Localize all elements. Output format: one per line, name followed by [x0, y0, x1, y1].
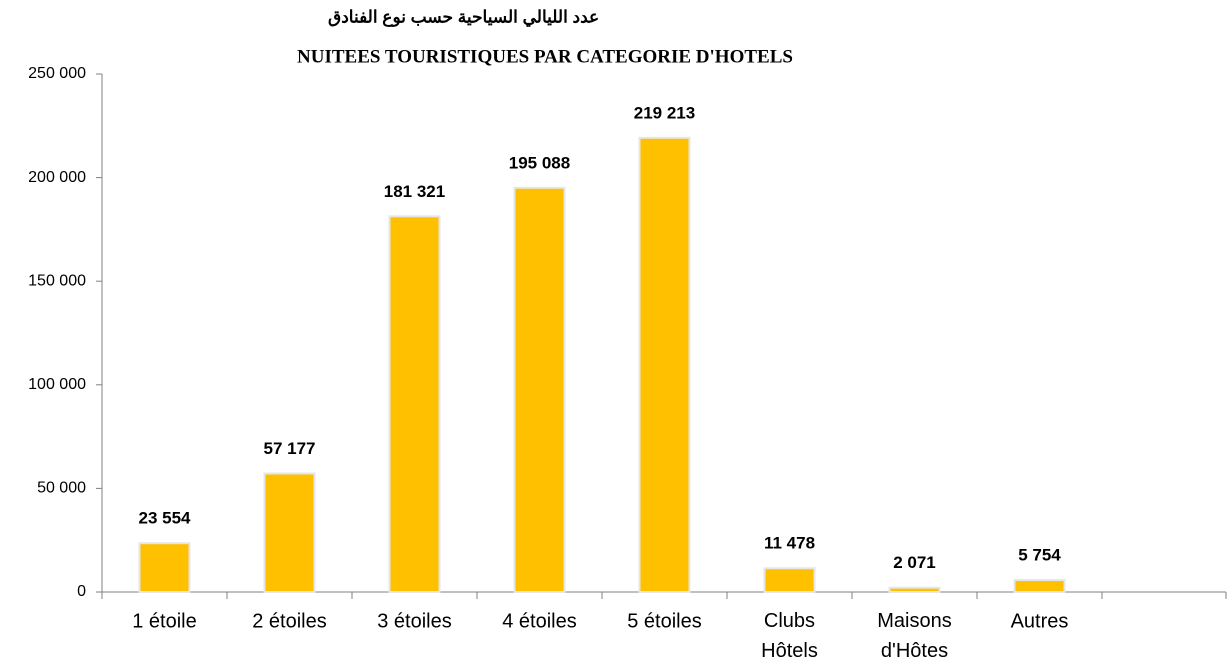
x-tick-label: Clubs Hôtels [761, 610, 818, 662]
data-label: 219 213 [634, 103, 695, 122]
y-tick-label: 0 [77, 583, 86, 600]
chart-title: عدد الليالي السياحية حسب نوع الفنادق [328, 7, 599, 27]
y-tick-label: 50 000 [37, 480, 86, 497]
data-label: 2 071 [893, 553, 936, 572]
x-tick-label: Maisons d'Hôtes [877, 610, 951, 662]
x-tick-label: Autres [1011, 610, 1069, 632]
y-tick-label: 200 000 [28, 169, 86, 186]
bar [1013, 579, 1066, 593]
y-tick-label: 150 000 [28, 272, 86, 289]
bar [638, 136, 691, 594]
bar [763, 567, 816, 594]
data-label: 5 754 [1018, 546, 1061, 565]
x-tick-label: 2 étoiles [252, 610, 327, 632]
data-label: 23 554 [139, 509, 192, 528]
x-tick-label: 1 étoile [132, 610, 197, 632]
y-tick-label: 100 000 [28, 376, 86, 393]
bar [513, 186, 566, 594]
bar [388, 215, 441, 593]
data-label: 11 478 [764, 534, 815, 553]
chart-subtitle: NUITEES TOURISTIQUES PAR CATEGORIE D'HOT… [297, 46, 793, 67]
data-label: 195 088 [509, 153, 570, 172]
bar [138, 542, 191, 593]
data-label: 57 177 [264, 439, 316, 458]
data-label: 181 321 [384, 182, 445, 201]
bar [888, 586, 941, 593]
x-tick-label: 5 étoiles [627, 610, 702, 632]
x-tick-label: 4 étoiles [502, 610, 577, 632]
bar [263, 472, 316, 594]
x-tick-label: 3 étoiles [377, 610, 452, 632]
y-tick-label: 250 000 [28, 65, 86, 82]
